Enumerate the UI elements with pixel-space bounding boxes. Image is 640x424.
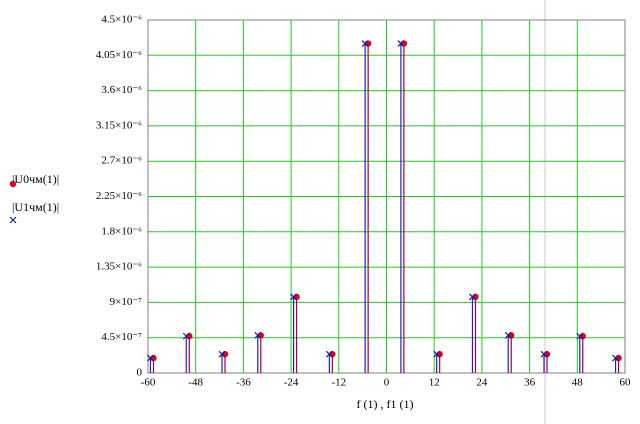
legend-label: |U1чм(1)|: [12, 200, 59, 214]
x-tick-label: -12: [331, 377, 346, 389]
y-tick-label: 2.25×10⁻⁶: [96, 190, 142, 202]
marker: [182, 332, 190, 340]
marker: [254, 331, 262, 339]
plot-frame: [147, 19, 626, 374]
marker: [612, 354, 619, 362]
x-tick-label: -48: [188, 377, 203, 389]
marker: [147, 354, 154, 362]
y-tick-label: 1.35×10⁻⁶: [96, 261, 142, 273]
x-axis-label: f (1) , f1 (1): [357, 397, 414, 411]
x-tick-label: -36: [236, 377, 251, 389]
y-tick-label: 4.5×10⁻⁷: [101, 331, 142, 343]
x-tick-label: 48: [572, 377, 584, 389]
x-tick-label: 36: [524, 377, 536, 389]
legend-marker: [9, 216, 17, 224]
x-tick-label: -24: [284, 377, 299, 389]
marker: [290, 293, 297, 301]
marker: [361, 40, 369, 47]
marker: [504, 331, 512, 339]
y-tick-label: 1.8×10⁻⁶: [101, 225, 142, 237]
marker: [397, 40, 405, 47]
x-tick-label: 60: [620, 377, 632, 389]
x-tick-label: 24: [476, 377, 488, 389]
x-tick-label: 12: [429, 377, 440, 389]
legend-marker: [9, 180, 17, 188]
y-tick-label: 0: [137, 367, 143, 379]
marker: [218, 350, 226, 358]
legend-label: |U0чм(1)|: [12, 172, 59, 186]
marker: [540, 350, 548, 358]
x-tick-label: -60: [141, 377, 156, 389]
y-tick-label: 3.15×10⁻⁶: [96, 119, 142, 131]
marker: [469, 293, 476, 301]
y-tick-label: 4.5×10⁻⁶: [101, 14, 142, 26]
y-tick-label: 4.05×10⁻⁶: [96, 49, 142, 61]
marker: [325, 350, 333, 358]
marker: [433, 350, 441, 358]
marker: [576, 332, 584, 340]
y-tick-label: 9×10⁻⁷: [110, 296, 143, 308]
y-tick-label: 2.7×10⁻⁶: [101, 155, 142, 167]
y-tick-label: 3.6×10⁻⁶: [101, 84, 142, 96]
x-tick-label: 0: [384, 377, 390, 389]
